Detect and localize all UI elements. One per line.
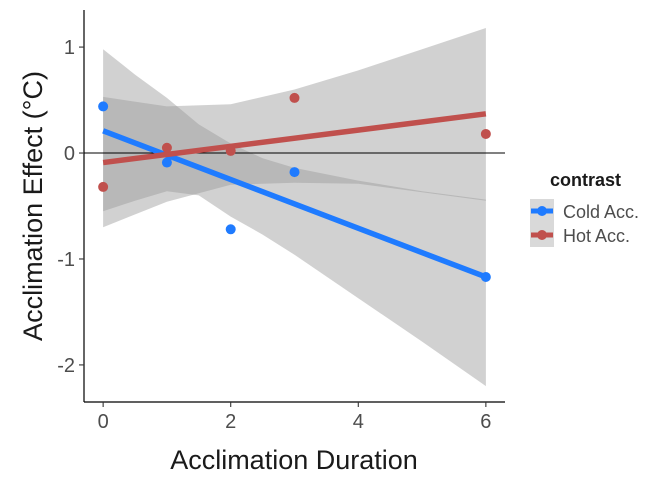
ci-band-cold-acc: [103, 49, 486, 387]
legend-label: Hot Acc.: [563, 226, 630, 246]
y-axis-title: Acclimation Effect (°C): [18, 71, 48, 341]
point-cold-acc: [289, 167, 300, 178]
point-cold-acc: [161, 157, 172, 168]
point-cold-acc: [480, 271, 491, 282]
point-hot-acc: [480, 128, 491, 139]
point-hot-acc: [161, 142, 172, 153]
legend-item-cold-acc: Cold Acc.: [530, 199, 639, 223]
fit-line-hot-acc: [102, 111, 487, 166]
axes: [79, 10, 505, 407]
ci-band-hot-acc: [103, 28, 486, 228]
x-tick-label: 0: [98, 411, 109, 433]
point-hot-acc: [225, 145, 236, 156]
point-cold-acc: [98, 101, 109, 112]
point-hot-acc: [289, 92, 300, 103]
fit-lines: [102, 111, 487, 280]
legend-label: Cold Acc.: [563, 202, 639, 222]
legend-key-point: [537, 230, 547, 240]
point-cold-acc: [225, 224, 236, 235]
legend-key-point: [537, 206, 547, 216]
x-tick-label: 2: [225, 411, 236, 433]
y-tick-label: 0: [64, 143, 75, 165]
point-hot-acc: [98, 181, 109, 192]
x-tick-label: 6: [480, 411, 491, 433]
legend-items: Cold Acc. Hot Acc.: [530, 199, 639, 247]
x-axis-title: Acclimation Duration: [170, 445, 418, 475]
y-tick-label: 1: [64, 37, 75, 59]
y-tick-label: -2: [57, 355, 75, 377]
y-tick-label: -1: [57, 249, 75, 271]
confidence-bands: [103, 28, 486, 387]
legend-item-hot-acc: Hot Acc.: [530, 223, 630, 247]
x-tick-label: 4: [353, 411, 364, 433]
legend: contrast Cold Acc. Hot Acc.: [530, 170, 639, 247]
tick-labels: 0 2 4 6 1 0 -1 -2: [57, 37, 491, 433]
legend-title: contrast: [550, 170, 621, 190]
data-points: [98, 92, 491, 282]
